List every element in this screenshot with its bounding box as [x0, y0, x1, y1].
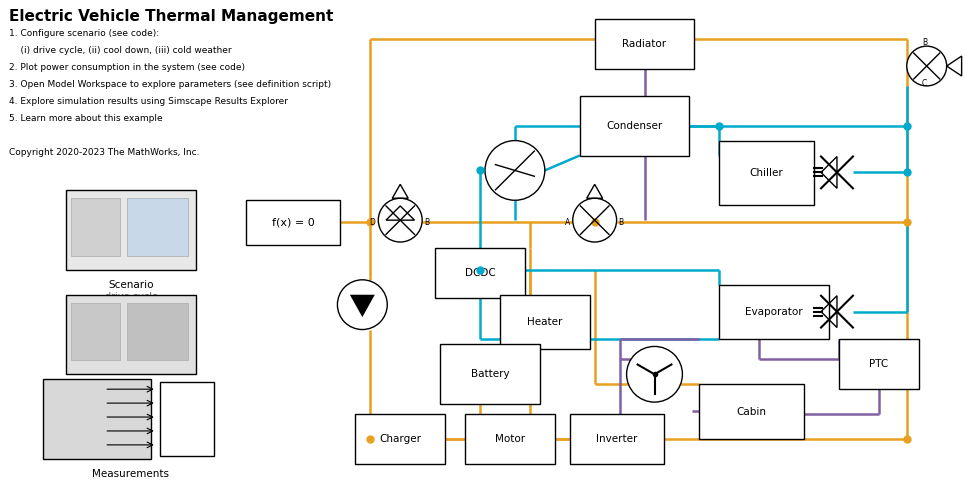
FancyBboxPatch shape: [719, 141, 814, 205]
Text: Charger: Charger: [379, 434, 422, 444]
Circle shape: [907, 46, 947, 86]
Text: 2. Plot power consumption in the system (see code): 2. Plot power consumption in the system …: [10, 63, 245, 72]
Text: B: B: [619, 217, 623, 227]
FancyBboxPatch shape: [127, 198, 188, 255]
Text: Electric Vehicle Thermal Management: Electric Vehicle Thermal Management: [10, 9, 334, 24]
Text: Cabin: Cabin: [736, 407, 767, 417]
Circle shape: [573, 198, 617, 242]
FancyBboxPatch shape: [719, 285, 829, 340]
Text: 5. Learn more about this example: 5. Learn more about this example: [10, 114, 163, 123]
Text: PTC: PTC: [869, 359, 889, 369]
Text: (i) drive cycle, (ii) cool down, (iii) cold weather: (i) drive cycle, (ii) cool down, (iii) c…: [10, 46, 232, 55]
Text: DCDC: DCDC: [464, 268, 495, 278]
FancyBboxPatch shape: [465, 414, 555, 464]
FancyBboxPatch shape: [580, 96, 689, 155]
Text: Motor: Motor: [495, 434, 525, 444]
Circle shape: [626, 347, 682, 402]
FancyBboxPatch shape: [246, 200, 341, 245]
Text: Chiller: Chiller: [750, 168, 784, 178]
Text: 1. Configure scenario (see code):: 1. Configure scenario (see code):: [10, 29, 159, 38]
FancyBboxPatch shape: [160, 382, 214, 456]
Circle shape: [485, 141, 545, 200]
FancyBboxPatch shape: [500, 295, 590, 350]
Text: 3. Open Model Workspace to explore parameters (see definition script): 3. Open Model Workspace to explore param…: [10, 80, 332, 89]
Text: B: B: [923, 38, 927, 47]
Text: Evaporator: Evaporator: [745, 307, 803, 317]
Text: Scenario: Scenario: [108, 280, 153, 290]
Text: D: D: [370, 217, 375, 227]
Text: B: B: [425, 217, 429, 227]
Circle shape: [378, 198, 422, 242]
Text: Battery: Battery: [471, 369, 510, 379]
Text: f(x) = 0: f(x) = 0: [272, 217, 315, 228]
FancyBboxPatch shape: [43, 379, 152, 459]
FancyBboxPatch shape: [435, 248, 525, 298]
Polygon shape: [350, 295, 374, 317]
Text: A: A: [565, 217, 569, 227]
Text: drive cycle: drive cycle: [104, 292, 157, 302]
FancyBboxPatch shape: [440, 345, 539, 404]
Text: Copyright 2020-2023 The MathWorks, Inc.: Copyright 2020-2023 The MathWorks, Inc.: [10, 147, 200, 157]
FancyBboxPatch shape: [67, 190, 196, 270]
Text: C: C: [923, 79, 927, 88]
FancyBboxPatch shape: [67, 295, 196, 374]
Text: Heater: Heater: [527, 317, 563, 327]
Text: Measurements: Measurements: [92, 469, 169, 479]
Text: Inverter: Inverter: [596, 434, 638, 444]
Text: Radiator: Radiator: [622, 39, 667, 49]
FancyBboxPatch shape: [839, 340, 919, 389]
Text: 4. Explore simulation results using Simscape Results Explorer: 4. Explore simulation results using Sims…: [10, 97, 289, 106]
Text: Condenser: Condenser: [606, 121, 663, 131]
FancyBboxPatch shape: [569, 414, 665, 464]
FancyBboxPatch shape: [594, 19, 695, 69]
FancyBboxPatch shape: [71, 198, 121, 255]
FancyBboxPatch shape: [127, 303, 188, 360]
Circle shape: [338, 280, 387, 329]
FancyBboxPatch shape: [71, 303, 121, 360]
Text: Controls: Controls: [109, 384, 152, 394]
FancyBboxPatch shape: [700, 384, 804, 439]
FancyBboxPatch shape: [355, 414, 445, 464]
